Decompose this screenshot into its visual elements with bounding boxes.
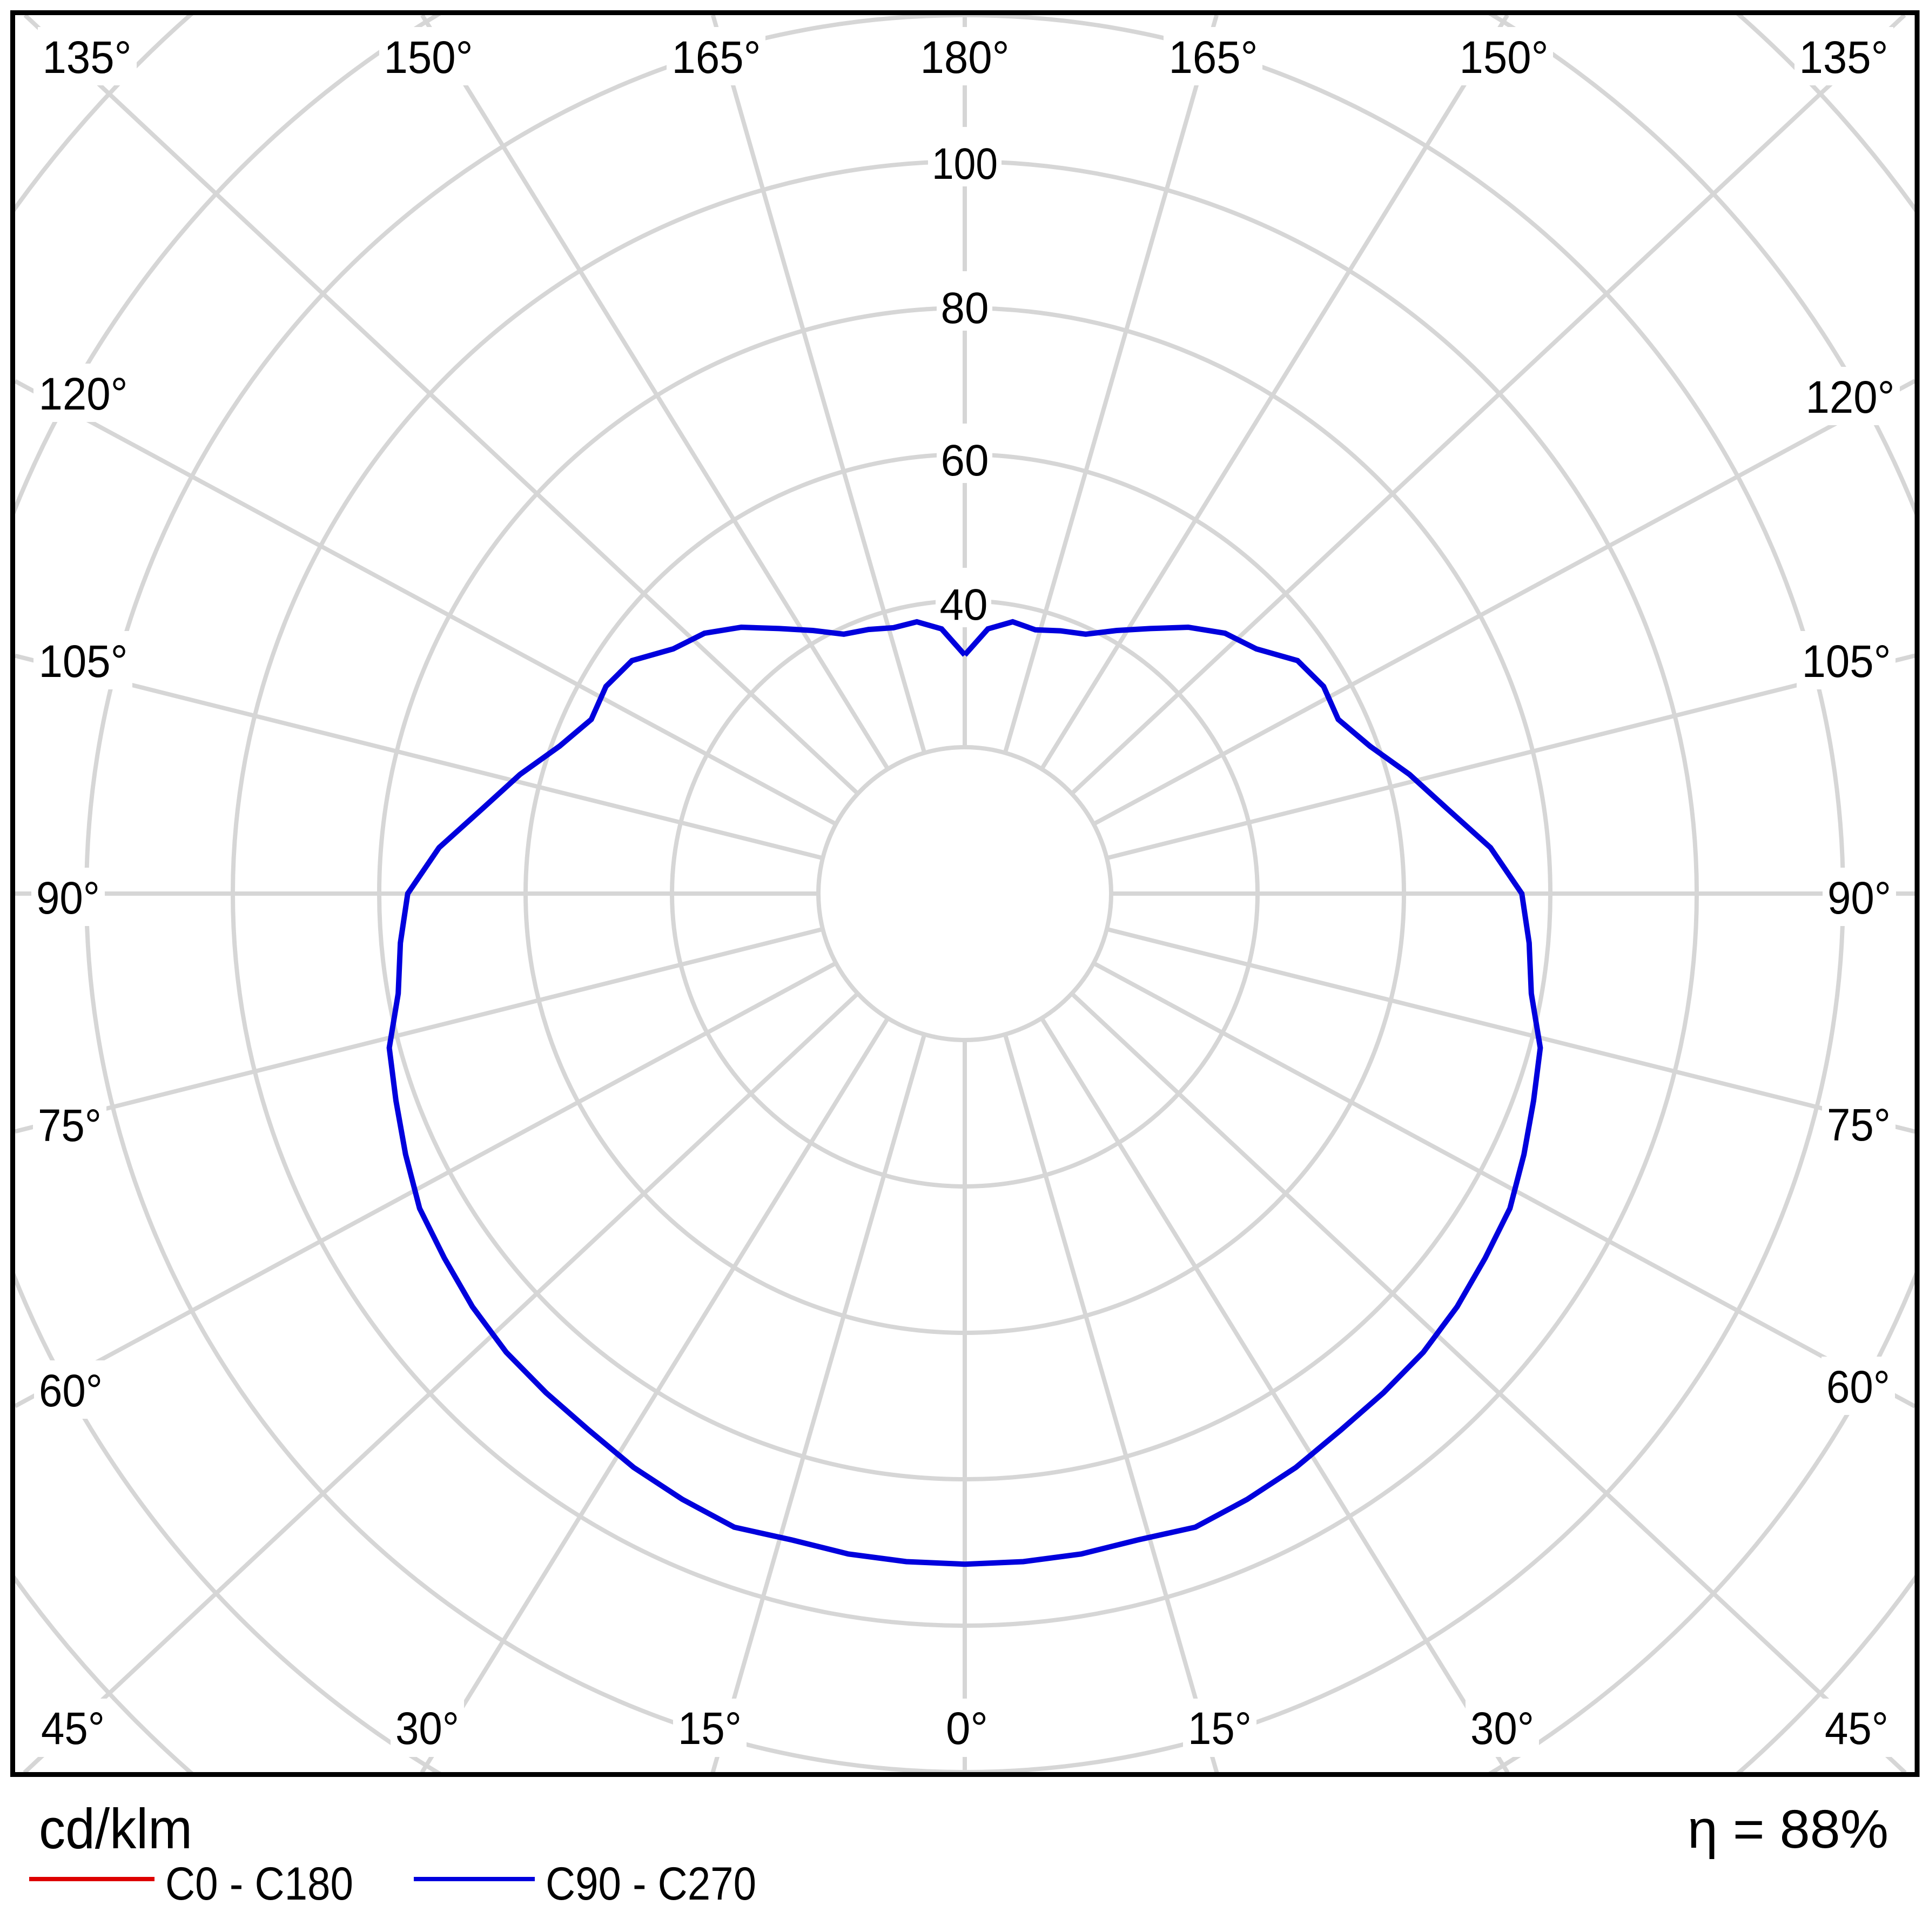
svg-text:45°: 45° [1825,1703,1888,1754]
svg-text:30°: 30° [1470,1703,1534,1754]
svg-text:30°: 30° [395,1703,459,1754]
svg-text:C0 - C180: C0 - C180 [165,1858,353,1910]
svg-text:180°: 180° [920,32,1010,83]
svg-text:60°: 60° [1826,1361,1890,1412]
svg-text:100: 100 [932,139,998,189]
svg-text:0°: 0° [946,1703,988,1754]
svg-text:165°: 165° [672,32,761,83]
svg-text:75°: 75° [1827,1099,1891,1150]
svg-text:105°: 105° [1802,636,1891,687]
svg-text:15°: 15° [1188,1703,1252,1754]
svg-text:45°: 45° [41,1703,105,1754]
svg-text:150°: 150° [384,32,473,83]
svg-text:40: 40 [940,580,988,629]
svg-text:75°: 75° [38,1100,102,1151]
svg-text:150°: 150° [1460,32,1549,83]
svg-text:90°: 90° [36,873,100,923]
svg-text:C90 - C270: C90 - C270 [546,1858,756,1910]
svg-text:cd/klm: cd/klm [39,1797,192,1861]
svg-text:80: 80 [941,284,989,333]
svg-text:135°: 135° [1799,32,1888,83]
svg-text:60: 60 [941,436,989,485]
svg-text:120°: 120° [1806,372,1895,422]
svg-text:15°: 15° [678,1703,742,1754]
svg-text:60°: 60° [39,1365,103,1416]
svg-text:η = 88%: η = 88% [1688,1799,1888,1860]
svg-text:90°: 90° [1827,873,1891,923]
svg-text:165°: 165° [1169,32,1258,83]
svg-text:105°: 105° [39,636,128,687]
svg-text:135°: 135° [43,32,132,83]
svg-text:120°: 120° [39,368,128,419]
